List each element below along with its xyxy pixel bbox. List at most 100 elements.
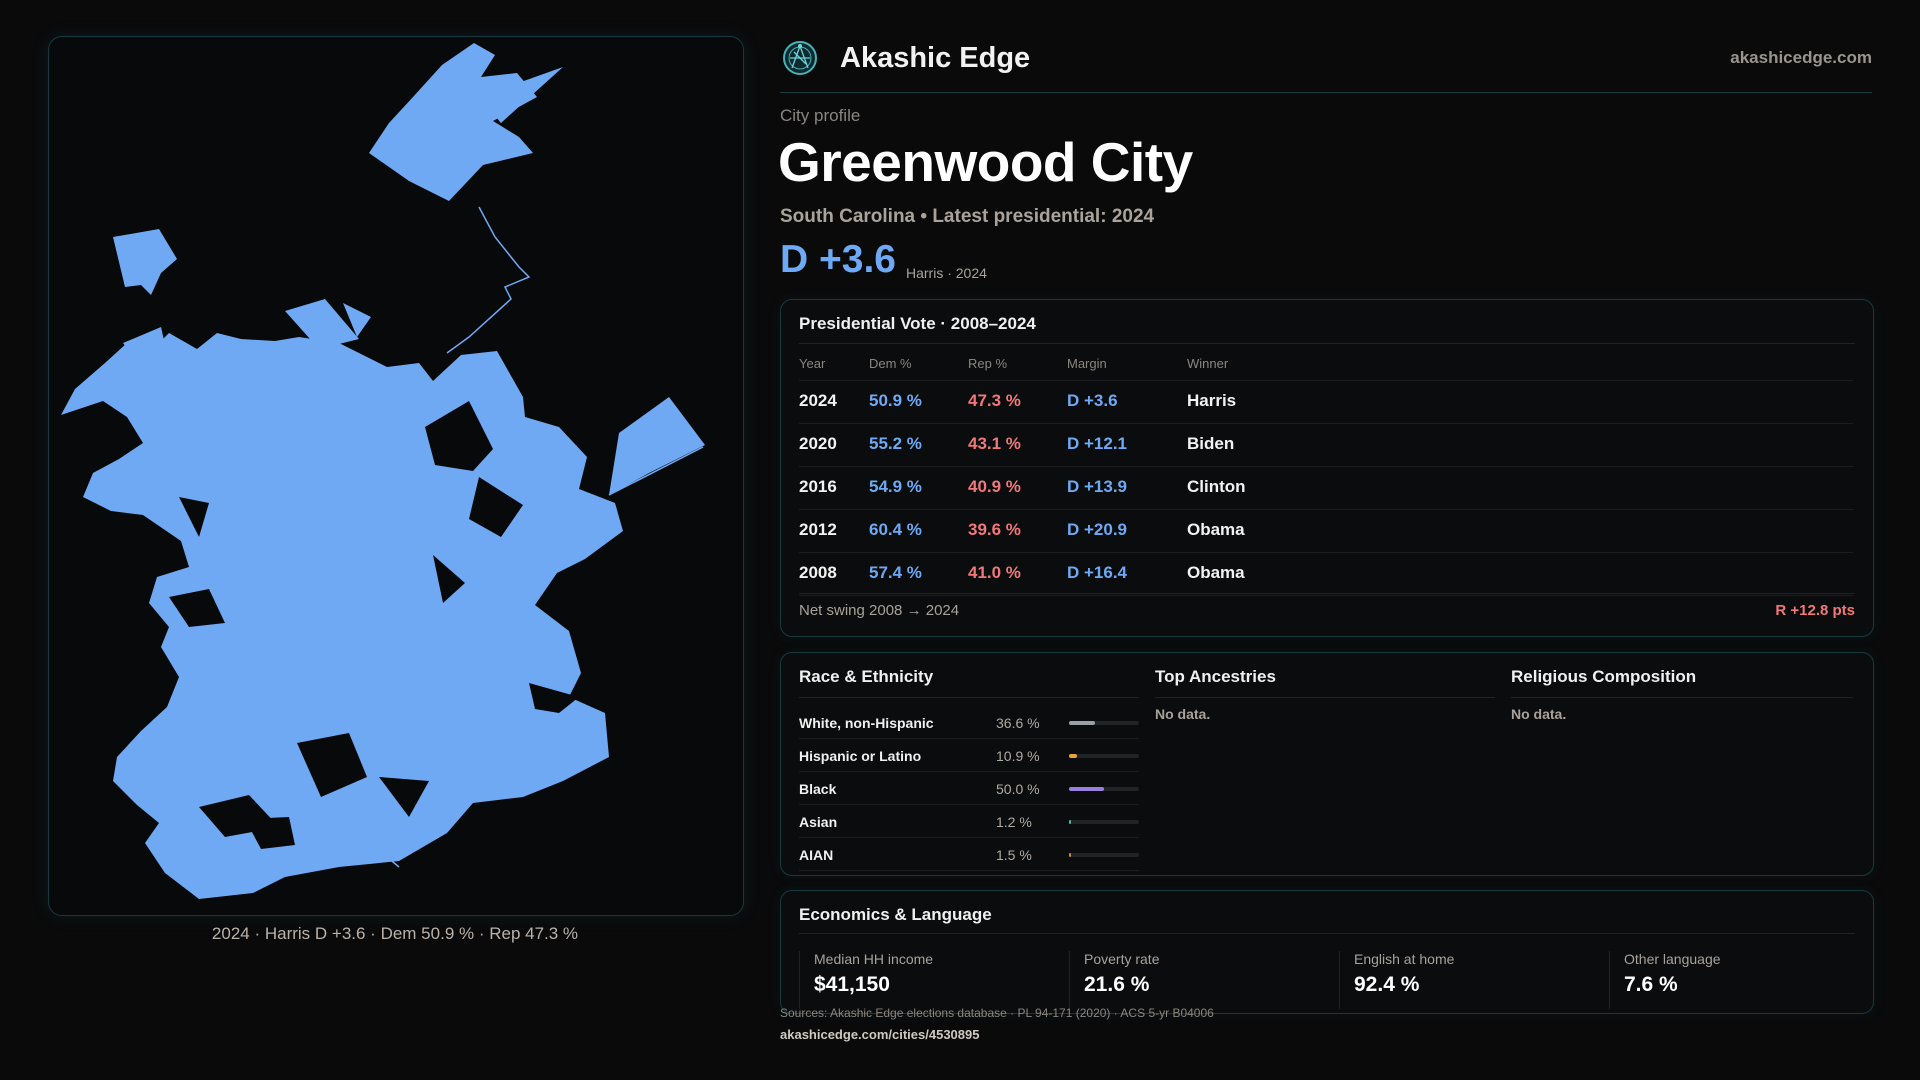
table-row: 2020 55.2 % 43.1 % D +12.1 Biden xyxy=(799,424,1853,467)
economics-card: Economics & Language Median HH income $4… xyxy=(780,890,1874,1014)
stat-poverty-rate: Poverty rate 21.6 % xyxy=(1069,951,1324,1009)
race-pct: 10.9 % xyxy=(996,748,1040,764)
race-bar-track xyxy=(1069,721,1139,725)
rep-cell: 43.1 % xyxy=(968,434,1021,453)
city-boundary-shape xyxy=(61,43,705,899)
divider xyxy=(799,697,1139,698)
rep-cell: 41.0 % xyxy=(968,563,1021,582)
demographics-card: Race & Ethnicity White, non-Hispanic 36.… xyxy=(780,652,1874,876)
map-caption: 2024 · Harris D +3.6 · Dem 50.9 % · Rep … xyxy=(211,924,579,943)
divider xyxy=(799,933,1855,934)
city-boundary-map xyxy=(61,43,705,899)
page-subtitle: South Carolina • Latest presidential: 20… xyxy=(780,206,1155,227)
stat-median-income: Median HH income $41,150 xyxy=(799,951,1054,1009)
race-pct: 1.5 % xyxy=(996,847,1032,863)
divider xyxy=(799,343,1855,344)
table-row: 2012 60.4 % 39.6 % D +20.9 Obama xyxy=(799,510,1853,553)
race-bar-track xyxy=(1069,754,1139,758)
race-row: Black 50.0 % xyxy=(799,772,1139,805)
race-bar-track xyxy=(1069,787,1139,791)
ancestries-empty: No data. xyxy=(1155,706,1211,722)
margin-cell: D +20.9 xyxy=(1067,520,1128,539)
dem-cell: 57.4 % xyxy=(869,563,922,582)
column-header-rep: Rep % xyxy=(968,356,1008,371)
race-bar-fill xyxy=(1069,853,1071,857)
table-row: 2024 50.9 % 47.3 % D +3.6 Harris xyxy=(799,381,1853,424)
winner-cell: Biden xyxy=(1187,434,1235,453)
rep-cell: 40.9 % xyxy=(968,477,1021,496)
table-header-row: Year Dem % Rep % Margin Winner xyxy=(799,350,1853,381)
race-label: White, non-Hispanic xyxy=(799,715,934,731)
headline-margin: D +3.6 xyxy=(780,238,896,281)
city-map[interactable] xyxy=(48,36,744,916)
winner-cell: Harris xyxy=(1187,391,1237,410)
stat-other-language: Other language 7.6 % xyxy=(1609,951,1854,1009)
race-bar-track xyxy=(1069,820,1139,824)
column-header-dem: Dem % xyxy=(869,356,912,371)
sources-note: Sources: Akashic Edge elections database… xyxy=(780,1006,1214,1020)
year-cell: 2012 xyxy=(799,520,837,539)
stat-value: 7.6 % xyxy=(1624,973,1678,996)
column-header-margin: Margin xyxy=(1067,356,1107,371)
stat-english-home: English at home 92.4 % xyxy=(1339,951,1594,1009)
rep-cell: 39.6 % xyxy=(968,520,1021,539)
race-ethnicity-title: Race & Ethnicity xyxy=(799,667,934,686)
ancestries-section: Top Ancestries No data. xyxy=(1155,667,1495,722)
brand-name[interactable]: Akashic Edge xyxy=(840,42,1031,74)
column-header-year: Year xyxy=(799,356,826,371)
race-row: White, non-Hispanic 36.6 % xyxy=(799,706,1139,739)
stat-label: Poverty rate xyxy=(1084,951,1160,967)
economics-title: Economics & Language xyxy=(799,905,992,924)
presidential-vote-card: Presidential Vote · 2008–2024 Year Dem %… xyxy=(780,299,1874,637)
race-row: AIAN 1.5 % xyxy=(799,838,1139,871)
stat-label: Median HH income xyxy=(814,951,934,967)
race-pct: 50.0 % xyxy=(996,781,1040,797)
divider xyxy=(1511,697,1853,698)
race-ethnicity-section: Race & Ethnicity White, non-Hispanic 36.… xyxy=(799,667,1139,871)
religion-empty: No data. xyxy=(1511,706,1567,722)
margin-cell: D +12.1 xyxy=(1067,434,1128,453)
race-bar-fill xyxy=(1069,721,1095,725)
page-title: Greenwood City xyxy=(778,131,1193,193)
race-bar-fill xyxy=(1069,754,1077,758)
stat-label: Other language xyxy=(1624,951,1721,967)
dem-cell: 50.9 % xyxy=(869,391,922,410)
page-eyebrow: City profile xyxy=(780,106,861,125)
race-label: AIAN xyxy=(799,847,834,863)
year-cell: 2016 xyxy=(799,477,837,496)
site-link[interactable]: akashicedge.com xyxy=(1730,48,1872,67)
page-url[interactable]: akashicedge.com/cities/4530895 xyxy=(780,1027,980,1042)
winner-cell: Obama xyxy=(1187,563,1245,582)
presidential-vote-table: Year Dem % Rep % Margin Winner 2024 50.9… xyxy=(799,350,1853,596)
race-pct: 1.2 % xyxy=(996,814,1032,830)
ancestries-title: Top Ancestries xyxy=(1155,667,1276,686)
year-cell: 2024 xyxy=(799,391,837,410)
winner-cell: Obama xyxy=(1187,520,1245,539)
margin-cell: D +3.6 xyxy=(1067,391,1118,410)
rep-cell: 47.3 % xyxy=(968,391,1021,410)
race-bar-fill xyxy=(1069,787,1104,791)
column-header-winner: Winner xyxy=(1187,356,1229,371)
race-bar-fill xyxy=(1069,820,1071,824)
race-row: Hispanic or Latino 10.9 % xyxy=(799,739,1139,772)
presidential-vote-title: Presidential Vote · 2008–2024 xyxy=(799,314,1036,333)
table-row: 2008 57.4 % 41.0 % D +16.4 Obama xyxy=(799,553,1853,596)
race-label: Black xyxy=(799,781,837,797)
year-cell: 2020 xyxy=(799,434,837,453)
stat-value: 21.6 % xyxy=(1084,973,1150,996)
net-swing-label: Net swing 2008 → 2024 xyxy=(799,602,960,619)
race-pct: 36.6 % xyxy=(996,715,1040,731)
stat-value: $41,150 xyxy=(814,973,890,996)
race-row: Asian 1.2 % xyxy=(799,805,1139,838)
dem-cell: 60.4 % xyxy=(869,520,922,539)
net-swing-value: R +12.8 pts xyxy=(1775,602,1855,619)
religion-title: Religious Composition xyxy=(1511,667,1697,686)
winner-cell: Clinton xyxy=(1187,477,1246,496)
divider xyxy=(1155,697,1495,698)
dem-cell: 55.2 % xyxy=(869,434,922,453)
headline-margin-note: Harris · 2024 xyxy=(906,265,987,281)
stat-label: English at home xyxy=(1354,951,1455,967)
table-row: 2016 54.9 % 40.9 % D +13.9 Clinton xyxy=(799,467,1853,510)
globe-network-icon[interactable] xyxy=(782,40,818,76)
religion-section: Religious Composition No data. xyxy=(1511,667,1853,722)
